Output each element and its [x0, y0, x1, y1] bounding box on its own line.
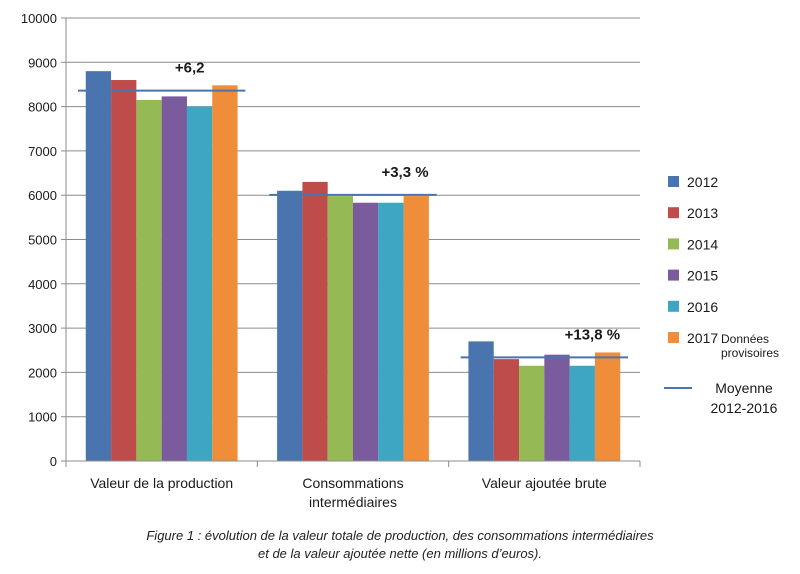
change-annotation: +3,3 %: [381, 164, 428, 181]
bars: [85, 71, 621, 462]
bar-2013: [302, 181, 328, 461]
legend-average-label: Moyenne: [715, 380, 773, 396]
bar-2014: [327, 196, 353, 461]
y-tick-label: 4000: [28, 277, 57, 292]
category-label: Valeur ajoutée brute: [482, 475, 607, 491]
y-tick-label: 8000: [28, 100, 57, 115]
bar-2015: [353, 202, 379, 461]
bar-2014: [136, 99, 162, 461]
legend-swatch-2016: [668, 300, 679, 312]
bar-2016: [186, 106, 213, 461]
y-tick-label: 0: [50, 454, 57, 469]
legend-label: 2014: [687, 236, 718, 252]
bar-2012: [468, 341, 494, 461]
bar-2015: [544, 354, 570, 461]
bar-2013: [493, 359, 520, 461]
bar-2017: [403, 196, 429, 461]
caption-line-2: et de la valeur ajoutée nette (en millio…: [258, 546, 542, 561]
annotations: +6,2 +3,3 % +13,8 %: [175, 60, 620, 344]
change-annotation: +13,8 %: [565, 326, 620, 343]
bar-2016: [569, 365, 595, 461]
legend-label: 2015: [687, 268, 718, 284]
y-tick-label: 9000: [28, 55, 57, 70]
legend-swatch-2015: [668, 269, 679, 281]
legend-label: 2016: [687, 299, 718, 315]
bar-2015: [161, 96, 187, 461]
bar-2012: [85, 71, 112, 461]
legend: 2012 2013 2014 2015 2016 2017 Donnéesprovisoir…: [664, 174, 779, 416]
y-tick-label: 7000: [28, 144, 57, 159]
y-axis-ticks: 0 1000 2000 3000 4000 5000 6000 7000 8000 9000 100…: [21, 11, 66, 469]
legend-label: 2012: [687, 174, 718, 190]
bar-2013: [111, 80, 137, 462]
legend-average-period: 2012-2016: [711, 400, 778, 416]
bar-2012: [277, 190, 303, 461]
legend-note: provisoires: [721, 346, 779, 360]
legend-label: 2017: [687, 330, 718, 346]
figure-caption: Figure 1 : évolution de la valeur totale…: [0, 527, 800, 563]
y-tick-label: 6000: [28, 188, 57, 203]
bar-2017: [212, 85, 238, 461]
bar-2017: [594, 352, 621, 461]
legend-swatch-2012: [668, 176, 679, 187]
legend-swatch-2017: [668, 332, 679, 343]
category-label: intermédiaires: [309, 494, 397, 510]
axes: [65, 18, 641, 467]
bar-2016: [378, 202, 404, 461]
category-label: Consommations: [302, 475, 403, 491]
change-annotation: +6,2: [175, 60, 205, 77]
bar-2014: [519, 365, 545, 461]
legend-note: Données: [721, 332, 769, 346]
legend-swatch-2013: [668, 207, 679, 219]
y-tick-label: 5000: [28, 233, 57, 248]
caption-line-1: Figure 1 : évolution de la valeur totale…: [146, 528, 654, 543]
y-tick-label: 1000: [28, 410, 57, 425]
y-tick-label: 3000: [28, 321, 57, 336]
y-tick-label: 10000: [21, 11, 57, 26]
y-tick-label: 2000: [28, 365, 57, 380]
legend-label: 2013: [687, 205, 718, 221]
bar-chart: 0 1000 2000 3000 4000 5000 6000 7000 8000 9000 100…: [21, 11, 779, 510]
average-lines: [78, 89, 628, 359]
x-axis-categories: Valeur de la production Consommations inte…: [90, 475, 607, 510]
category-label: Valeur de la production: [90, 475, 233, 491]
legend-swatch-2014: [668, 238, 679, 250]
